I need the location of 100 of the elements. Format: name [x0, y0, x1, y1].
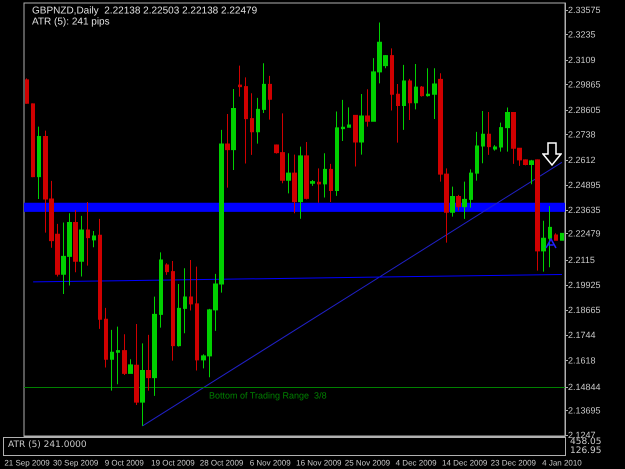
candlestick — [256, 97, 260, 144]
candlestick — [292, 154, 297, 214]
candlestick — [159, 252, 163, 328]
y-tick-label: 2.24895 — [568, 180, 601, 190]
x-tick-label: 23 Dec 2009 — [490, 458, 537, 468]
candlestick — [31, 102, 35, 178]
candlestick — [262, 62, 266, 114]
candlestick — [396, 83, 400, 144]
candlestick — [347, 106, 351, 128]
x-tick-label: 30 Sep 2009 — [52, 458, 99, 468]
y-tick-label: 2.2612 — [568, 155, 596, 166]
candlestick — [171, 260, 175, 362]
x-tick-label: 28 Oct 2009 — [200, 458, 244, 468]
candlestick — [140, 342, 145, 426]
x-tick-label: 21 Sep 2009 — [4, 458, 50, 468]
y-tick-label: 2.33575 — [568, 4, 601, 15]
candlestick — [183, 268, 187, 334]
candlestick — [323, 152, 327, 198]
y-tick-label: 2.3235 — [568, 30, 596, 40]
candlestick — [481, 110, 485, 164]
y-tick-label: 2.2115 — [568, 255, 595, 266]
candlestick — [104, 307, 108, 368]
y-tick-label: 2.2738 — [568, 130, 596, 140]
candlestick — [244, 76, 248, 164]
candlestick — [79, 215, 84, 277]
candlestick — [73, 210, 78, 273]
text: 126.95 — [570, 446, 602, 456]
candlestick — [310, 180, 315, 186]
candlestick — [329, 163, 333, 202]
candlestick — [165, 262, 169, 276]
candlestick — [359, 94, 364, 156]
candlestick — [390, 48, 394, 112]
candlestick — [189, 259, 193, 312]
candlestick — [475, 131, 479, 182]
x-tick-label: 4 Dec 2009 — [396, 458, 438, 468]
candlestick — [469, 168, 473, 208]
y-tick-label: 2.28605 — [568, 105, 601, 116]
candlestick — [408, 78, 412, 121]
y-tick-label: 2.29865 — [568, 80, 601, 90]
candlestick — [462, 181, 467, 220]
candlestick — [195, 266, 199, 372]
candlestick — [541, 220, 546, 272]
candlestick — [25, 78, 29, 104]
candlestick — [231, 88, 236, 170]
y-tick-label: 2.3109 — [568, 54, 596, 65]
text: ATR (5) 241.0000 — [8, 440, 87, 450]
candlestick — [529, 159, 534, 185]
candlestick — [134, 324, 139, 406]
candlestick — [335, 111, 339, 196]
candlestick — [152, 296, 157, 396]
candlestick — [414, 64, 418, 110]
candlestick — [37, 126, 41, 200]
candlestick — [560, 232, 564, 241]
x-tick-label: 19 Oct 2009 — [151, 458, 196, 468]
candlestick — [268, 75, 272, 120]
y-tick-label: 2.19925 — [568, 280, 601, 290]
y-tick-label: 2.13695 — [568, 405, 601, 416]
x-tick-label: 25 Nov 2009 — [344, 458, 391, 468]
candlestick — [548, 206, 552, 268]
candlestick — [487, 111, 491, 156]
candlestick — [420, 85, 424, 98]
candlestick — [286, 152, 291, 194]
candlestick — [92, 230, 96, 248]
y-tick-label: 2.18665 — [568, 305, 601, 316]
x-tick-label: 6 Nov 2009 — [250, 458, 292, 468]
candlestick — [225, 113, 230, 188]
candlestick — [341, 99, 345, 142]
y-tick-label: 2.1744 — [568, 330, 596, 340]
candlestick — [450, 186, 455, 218]
candlestick — [177, 283, 181, 348]
candlestick — [146, 334, 151, 392]
candlestick — [499, 122, 503, 152]
text: 458.05 — [570, 437, 602, 447]
x-tick-label: 14 Dec 2009 — [442, 458, 488, 468]
text: ATR (5): 241 pips — [32, 16, 110, 28]
ref-line-label: Bottom of Trading Range 3/8 — [209, 390, 327, 401]
x-tick-label: 4 Jan 2010 — [542, 458, 582, 468]
candlestick — [456, 194, 461, 212]
candlestick — [86, 201, 90, 266]
y-tick-label: 2.1618 — [568, 355, 596, 366]
chart-title: GBPNZD,Daily 2.22138 2.22503 2.22138 2.22479 — [32, 6, 258, 16]
candlestick — [250, 92, 254, 156]
candlestick — [493, 144, 497, 152]
x-tick-label: 16 Nov 2009 — [296, 458, 342, 468]
candlestick — [304, 141, 309, 200]
y-tick-label: 2.22479 — [568, 228, 601, 238]
candlestick — [98, 218, 102, 330]
candlestick — [554, 232, 558, 242]
candlestick — [365, 88, 370, 128]
candlestick — [238, 65, 242, 98]
candlestick — [116, 326, 120, 385]
candlestick — [426, 68, 430, 98]
candlestick — [122, 334, 127, 376]
y-tick-label: 2.14844 — [568, 382, 601, 392]
candlestick — [505, 107, 510, 152]
candlestick — [535, 158, 540, 272]
candlestick — [353, 114, 358, 168]
candlestick — [298, 146, 303, 220]
y-tick-label: 2.23635 — [568, 205, 601, 216]
candlestick — [128, 358, 133, 374]
